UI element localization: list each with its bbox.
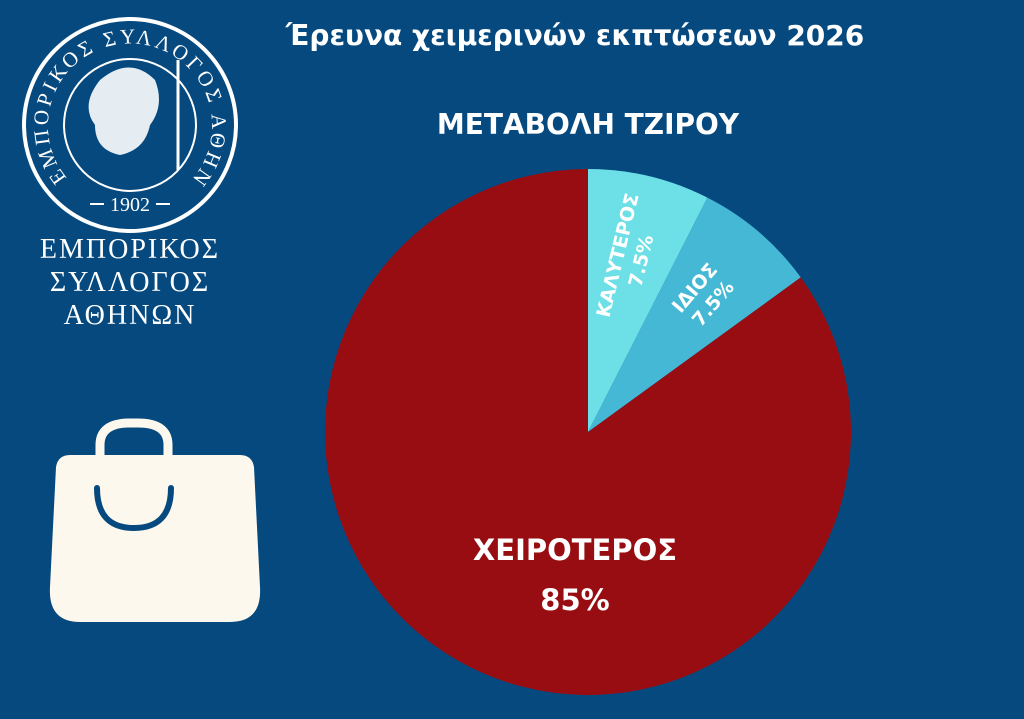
value-label: 85% [540,583,609,617]
logo-name: ΑΘΗΝΩΝ [64,300,197,331]
logo-inner-ring [63,58,197,192]
logo-name: ΣΥΛΛΟΓΟΣ [50,267,210,298]
logo-name: ΕΜΠΟΡΙΚΟΣ [40,234,220,265]
category-label: ΧΕΙΡΟΤΕΡΟΣ [473,533,677,567]
bag-smile [94,485,174,532]
bag-icon [49,418,261,622]
logo-head [88,67,159,155]
bag-body [49,455,261,622]
logo-ring [22,17,238,233]
logo-year: 1902 [110,194,150,216]
pie-slice [325,169,852,695]
pie-slice [588,197,801,432]
bag-handle [95,418,173,465]
chart-title: Έρευνα χειμερινών εκπτώσεων 2026 [285,19,865,52]
chart-subtitle: ΜΕΤΑΒΟΛΗ ΤΖΙΡΟΥ [437,108,740,141]
pie-slice [588,169,708,432]
slice-label: ΧΕΙΡΟΤΕΡΟΣ 85% [473,533,677,617]
